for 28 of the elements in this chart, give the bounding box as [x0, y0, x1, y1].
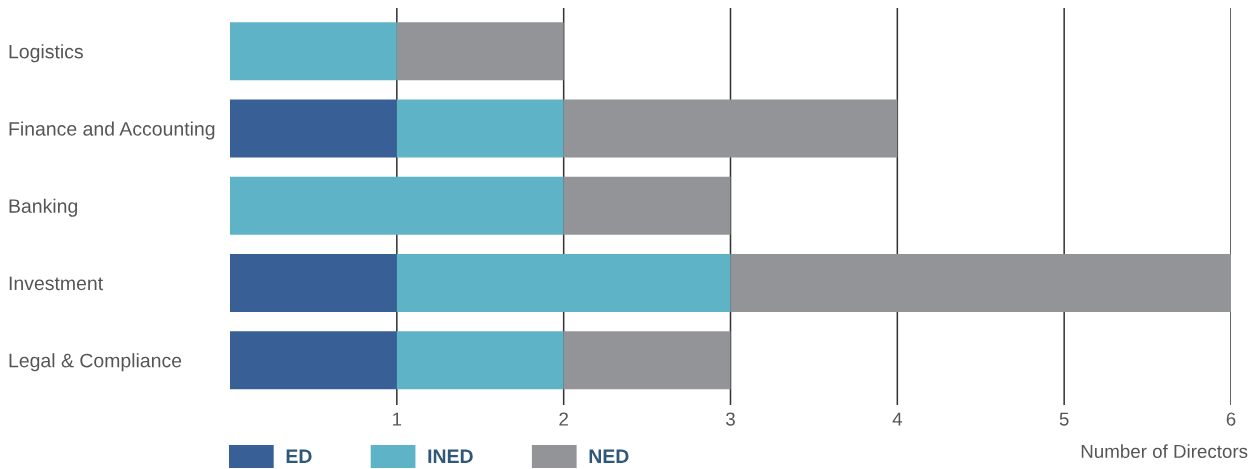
bar	[396, 331, 564, 390]
bar	[563, 176, 731, 235]
x-axis-title: Number of Directors	[1081, 444, 1248, 459]
bar	[730, 254, 1231, 312]
y-tick-label: Banking	[9, 198, 78, 217]
x-tick-label: 1	[393, 412, 402, 426]
bar	[230, 254, 397, 312]
bar	[396, 22, 564, 81]
x-tick-label: 4	[892, 412, 902, 426]
legend-label: INED	[428, 449, 473, 463]
bar	[230, 176, 564, 235]
bar	[563, 331, 731, 390]
y-tick-label: Logistics	[9, 44, 83, 63]
y-tick-label: Investment	[9, 276, 103, 291]
x-tick-label: 5	[1059, 412, 1069, 426]
y-tick-label: Finance and Accounting	[9, 121, 215, 140]
legend-label: NED	[589, 449, 629, 463]
bar	[230, 331, 397, 390]
y-tick-label: Legal & Compliance	[9, 353, 182, 372]
x-tick-label: 6	[1226, 412, 1236, 426]
bar	[563, 99, 898, 158]
bar	[396, 99, 564, 158]
x-tick-label: 2	[559, 412, 568, 426]
bar	[230, 99, 397, 158]
bar	[230, 22, 397, 81]
x-tick-label: 3	[726, 412, 735, 426]
legend-label: ED	[286, 449, 312, 463]
bar	[396, 254, 731, 312]
